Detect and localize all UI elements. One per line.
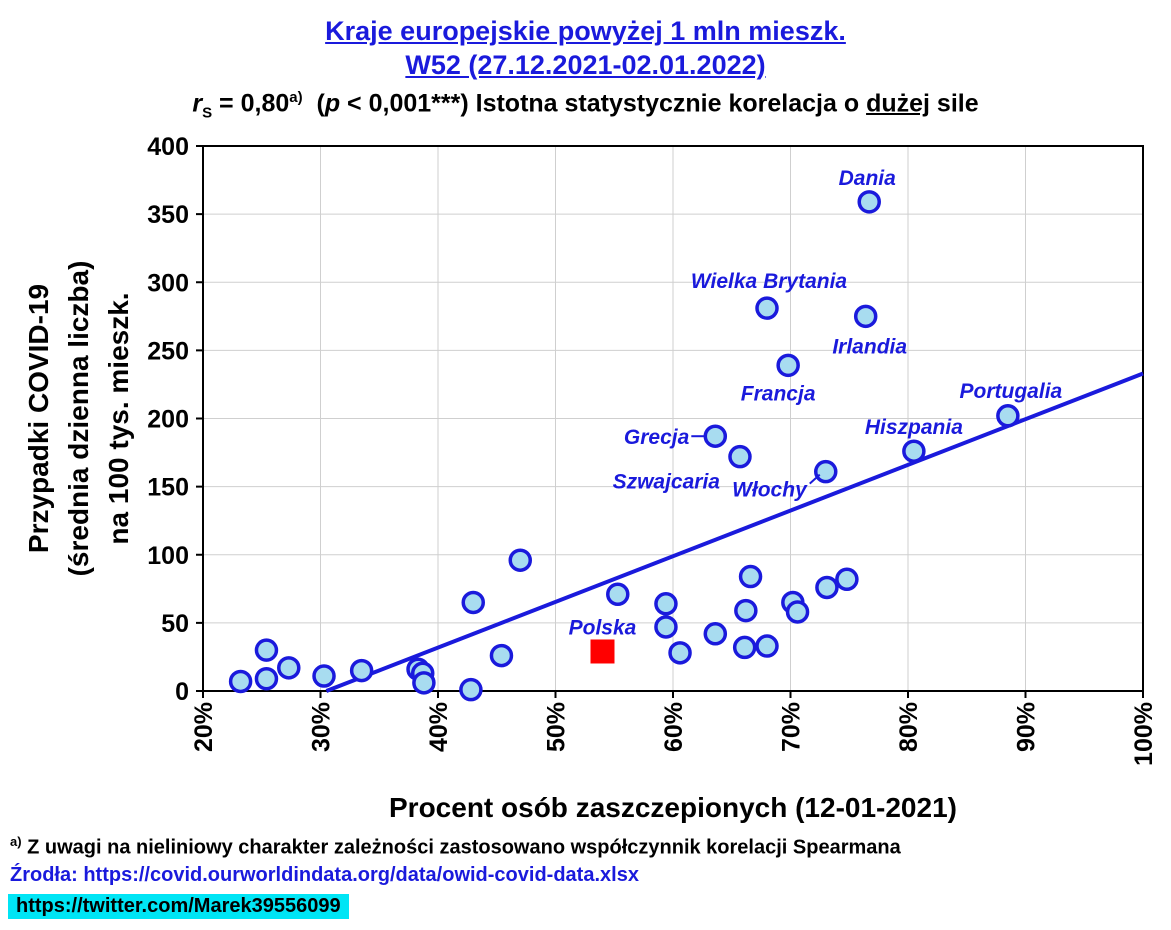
- point-label: Szwajcaria: [613, 471, 721, 494]
- twitter-link[interactable]: https://twitter.com/Marek39556099: [8, 894, 349, 919]
- footnote-method: a) Z uwagi na nieliniowy charakter zależ…: [10, 834, 901, 860]
- data-point: [412, 671, 436, 695]
- x-tick-label: 30%: [308, 702, 336, 752]
- data-point: [734, 598, 758, 623]
- data-point: [815, 575, 839, 600]
- data-point: [254, 638, 279, 662]
- footnote-text: Z uwagi na nieliniowy charakter zależnoś…: [21, 836, 901, 859]
- point-label: Hiszpania: [865, 416, 963, 439]
- subtitle-significance: < 0,001***) Istotna statystycznie korela…: [340, 89, 867, 118]
- footnote-mark: a): [10, 834, 22, 849]
- y-tick-label: 350: [147, 201, 189, 229]
- data-point: [776, 353, 800, 378]
- subtitle-p-open: (: [302, 89, 325, 118]
- chart-subtitle: rS = 0,80a) (p < 0,001***) Istotna staty…: [0, 89, 1171, 121]
- data-point: [755, 296, 779, 320]
- x-tick-label: 40%: [425, 702, 453, 752]
- data-point: [728, 444, 752, 469]
- data-point: [857, 190, 881, 214]
- y-tick-label: 150: [147, 474, 189, 502]
- point-label: Dania: [839, 167, 897, 190]
- y-axis-label: Przypadki COVID-19 (średnia dzienna liczb…: [23, 261, 134, 577]
- data-point: [277, 656, 301, 680]
- x-tick-label: 80%: [895, 702, 923, 752]
- y-tick-label: 300: [147, 269, 189, 297]
- data-point: [349, 658, 374, 683]
- point-label: Irlandia: [832, 335, 907, 358]
- x-tick-label: 70%: [778, 702, 806, 752]
- data-point: [996, 404, 1020, 428]
- subtitle-s-subscript: S: [202, 104, 213, 122]
- data-point: [755, 634, 779, 658]
- x-axis-label: Procent osób zaszczepionych (12-01-2021): [389, 792, 957, 823]
- data-point: [228, 669, 253, 694]
- x-tick-label: 20%: [190, 702, 218, 752]
- data-point: [654, 592, 678, 616]
- point-label: Wielka Brytania: [691, 270, 848, 293]
- y-tick-label: 400: [147, 133, 189, 161]
- data-point: [461, 590, 485, 615]
- data-point: [732, 635, 757, 660]
- x-tick-label: 60%: [660, 702, 688, 752]
- scatter-chart: 0 50 100 150 200 250 300 350 400 20% 30% 40% 50% 60%…: [23, 133, 1158, 823]
- subtitle-r-symbol: r: [192, 89, 203, 118]
- point-labels: Dania Wielka Brytania Irlandia Francja Portu…: [569, 167, 1063, 640]
- data-point: [785, 600, 810, 624]
- label-leader-line: [809, 473, 821, 485]
- y-axis-label-line: na 100 tys. mieszk.: [103, 292, 134, 544]
- subtitle-end: sile: [929, 89, 979, 118]
- subtitle-strength: dużej: [866, 89, 930, 118]
- footnote-source: Źrodła: https://covid.ourworldindata.org…: [10, 864, 639, 886]
- y-tick-label: 250: [147, 337, 189, 365]
- data-point: [508, 548, 532, 572]
- x-tick-label: 50%: [543, 702, 571, 752]
- data-point: [312, 664, 336, 688]
- data-point: [654, 615, 678, 639]
- y-tick-label: 200: [147, 406, 189, 434]
- y-tick-label: 0: [175, 678, 189, 706]
- data-point: [254, 666, 279, 691]
- data-point: [814, 459, 838, 484]
- data-point: [489, 643, 514, 668]
- data-points: [228, 190, 1020, 702]
- x-tick-label: 100%: [1130, 702, 1158, 766]
- data-point: [668, 641, 692, 665]
- y-axis-label-line: (średnia dzienna liczba): [63, 261, 94, 577]
- data-point: [853, 304, 878, 329]
- subtitle-value: = 0,80: [212, 89, 290, 118]
- y-axis-ticks: 0 50 100 150 200 250 300 350 400: [147, 133, 203, 706]
- data-point: [902, 439, 926, 463]
- x-axis-ticks: 20% 30% 40% 50% 60% 70% 80% 90% 100%: [190, 691, 1158, 766]
- data-point-polska: [590, 639, 615, 664]
- point-label: Grecja: [624, 426, 690, 449]
- data-point: [835, 567, 859, 592]
- chart-title-line2: W52 (27.12.2021-02.01.2022): [405, 50, 766, 80]
- data-point: [703, 622, 728, 646]
- y-tick-label: 50: [161, 610, 189, 638]
- data-point: [738, 564, 763, 589]
- chart-title-line1: Kraje europejskie powyżej 1 mln mieszk.: [325, 16, 846, 46]
- x-tick-label: 90%: [1013, 702, 1041, 752]
- data-point: [459, 677, 483, 702]
- subtitle-footnote-mark: a): [289, 89, 303, 106]
- point-label: Polska: [569, 616, 637, 639]
- point-label: Francja: [741, 382, 816, 405]
- y-tick-label: 100: [147, 542, 189, 570]
- point-label: Włochy: [732, 479, 808, 502]
- y-axis-label-line: Przypadki COVID-19: [23, 284, 54, 553]
- data-point: [606, 582, 630, 607]
- point-label: Portugalia: [960, 380, 1063, 403]
- subtitle-p-symbol: p: [324, 89, 341, 118]
- data-point: [703, 424, 728, 448]
